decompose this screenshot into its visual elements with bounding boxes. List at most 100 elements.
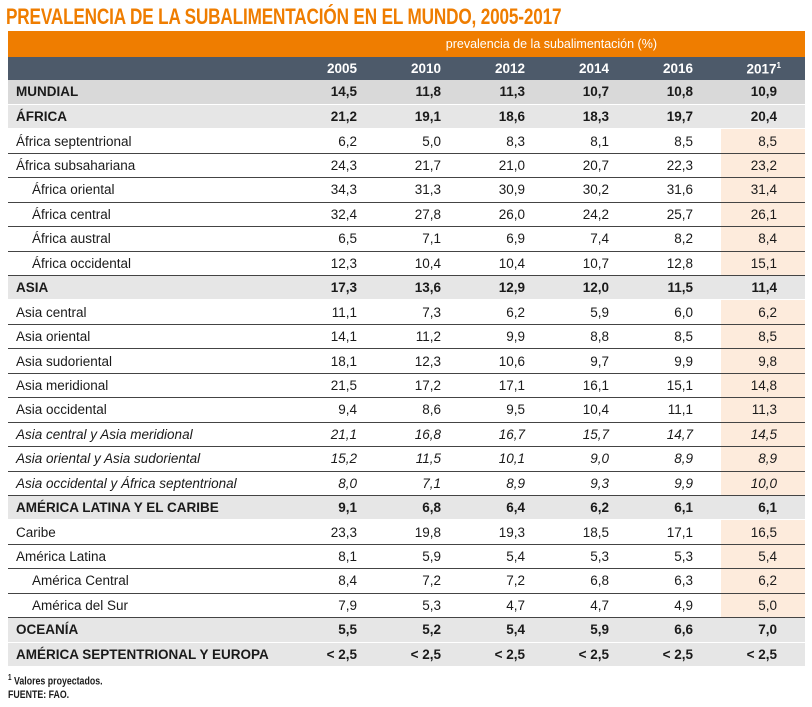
value-cell: 6,4	[469, 495, 553, 521]
row-label: AMÉRICA LATINA Y EL CARIBE	[8, 495, 301, 521]
value-cell: 24,3	[301, 153, 385, 179]
value-cell: 31,6	[637, 177, 721, 203]
row-label: África subsahariana	[8, 153, 301, 179]
value-cell: 9,5	[469, 397, 553, 423]
value-cell: 19,7	[637, 104, 721, 130]
year-header: 2014	[553, 57, 637, 80]
value-cell: 21,7	[385, 153, 469, 179]
row-label: África septentrional	[8, 128, 301, 154]
value-cell: 9,9	[637, 348, 721, 374]
table-row: África occidental 12,3 10,4 10,4 10,7 12,8 15,…	[8, 251, 805, 277]
row-label: Caribe	[8, 519, 301, 545]
value-cell: 16,1	[553, 373, 637, 399]
value-cell: 9,4	[301, 397, 385, 423]
value-cell: 12,9	[469, 275, 553, 301]
value-cell: 30,9	[469, 177, 553, 203]
value-cell: 11,1	[637, 397, 721, 423]
value-cell: 6,8	[553, 568, 637, 594]
row-label: Asia oriental y Asia sudoriental	[8, 446, 301, 472]
value-cell: 10,1	[469, 446, 553, 472]
value-cell: < 2,5	[553, 642, 637, 668]
value-cell: 7,4	[553, 226, 637, 252]
value-cell: 5,3	[385, 593, 469, 619]
year-header: 20171	[721, 57, 805, 80]
footnote-mark: 1	[8, 673, 12, 682]
value-cell: 7,3	[385, 299, 469, 325]
value-cell: 8,9	[637, 446, 721, 472]
value-cell: 12,3	[301, 251, 385, 277]
table-row: Asia occidental y África septentrional 8,…	[8, 471, 805, 496]
source: FUENTE: FAO.	[8, 689, 70, 701]
value-cell: 7,2	[385, 568, 469, 594]
value-cell: < 2,5	[301, 642, 385, 668]
value-cell: 8,5	[637, 128, 721, 154]
value-cell: 34,3	[301, 177, 385, 203]
row-label: Asia oriental	[8, 324, 301, 350]
prevalence-table: prevalencia de la subalimentación (%) 20…	[8, 31, 805, 668]
value-cell: 18,3	[553, 104, 637, 130]
value-cell: 6,2	[721, 299, 805, 325]
value-cell: 8,9	[721, 446, 805, 472]
value-cell: 10,4	[469, 251, 553, 277]
value-cell: 8,1	[301, 544, 385, 570]
value-cell: 12,8	[637, 251, 721, 277]
value-cell: 6,0	[637, 299, 721, 325]
value-cell: 24,2	[553, 202, 637, 228]
value-cell: 8,0	[301, 471, 385, 496]
value-cell: 9,9	[469, 324, 553, 350]
table-row: África austral 6,5 7,1 6,9 7,4 8,2 8,4	[8, 226, 805, 252]
value-cell: 18,6	[469, 104, 553, 130]
year-header: 2016	[637, 57, 721, 80]
value-cell: 5,3	[637, 544, 721, 570]
value-cell: 21,2	[301, 104, 385, 130]
row-label: Asia meridional	[8, 373, 301, 399]
value-cell: 20,4	[721, 104, 805, 130]
value-cell: 31,3	[385, 177, 469, 203]
value-cell: 5,9	[385, 544, 469, 570]
row-label: Asia central y Asia meridional	[8, 422, 301, 448]
row-label: América del Sur	[8, 593, 301, 619]
value-cell: 20,7	[553, 153, 637, 179]
value-cell: 10,7	[553, 80, 637, 105]
value-cell: 8,4	[301, 568, 385, 594]
table-row: Asia central 11,1 7,3 6,2 5,9 6,0 6,2	[8, 299, 805, 325]
footnote-text: Valores proyectados.	[14, 675, 103, 688]
table-row: América del Sur 7,9 5,3 4,7 4,7 4,9 5,0	[8, 593, 805, 619]
value-cell: 8,2	[637, 226, 721, 252]
value-cell: 14,8	[721, 373, 805, 399]
value-cell: 10,8	[637, 80, 721, 105]
table-row: Asia meridional 21,5 17,2 17,1 16,1 15,1 14,8	[8, 373, 805, 399]
value-cell: 8,4	[721, 226, 805, 252]
value-cell: 7,0	[721, 617, 805, 643]
value-cell: 7,1	[385, 226, 469, 252]
row-label: América Latina	[8, 544, 301, 570]
year-header-row: 2005 2010 2012 2014 2016 20171	[8, 57, 805, 80]
value-cell: 31,4	[721, 177, 805, 203]
value-cell: 10,7	[553, 251, 637, 277]
value-cell: 10,4	[553, 397, 637, 423]
year-label: 2017	[746, 61, 777, 77]
year-header: 2012	[469, 57, 553, 80]
value-cell: 9,0	[553, 446, 637, 472]
value-cell: 21,5	[301, 373, 385, 399]
value-cell: 30,2	[553, 177, 637, 203]
value-cell: 14,5	[721, 422, 805, 448]
row-label: África oriental	[8, 177, 301, 203]
footnote-ref: 1	[776, 60, 781, 70]
value-cell: 8,3	[469, 128, 553, 154]
value-cell: 19,3	[469, 519, 553, 545]
value-cell: 14,5	[301, 80, 385, 105]
value-cell: 5,9	[553, 299, 637, 325]
row-label: Asia central	[8, 299, 301, 325]
value-cell: < 2,5	[721, 642, 805, 668]
value-cell: 4,7	[553, 593, 637, 619]
value-cell: 5,5	[301, 617, 385, 643]
value-cell: 6,9	[469, 226, 553, 252]
value-cell: 10,4	[385, 251, 469, 277]
table-row: Asia oriental 14,1 11,2 9,9 8,8 8,5 8,5	[8, 324, 805, 350]
value-cell: 11,1	[301, 299, 385, 325]
table-row: Asia occidental 9,4 8,6 9,5 10,4 11,1 11,3	[8, 397, 805, 423]
value-cell: 6,3	[637, 568, 721, 594]
value-cell: 9,1	[301, 495, 385, 521]
value-cell: 19,1	[385, 104, 469, 130]
